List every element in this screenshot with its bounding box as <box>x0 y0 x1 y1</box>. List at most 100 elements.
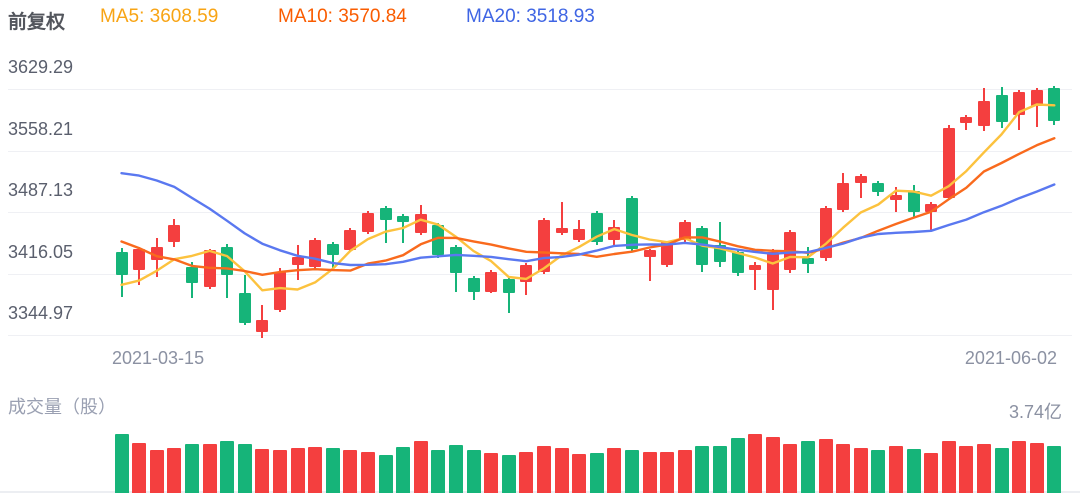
volume-bar[interactable] <box>748 434 763 493</box>
volume-bar[interactable] <box>906 449 921 493</box>
candle-body <box>819 207 832 258</box>
y-axis-price-label: 3629.29 <box>8 57 74 77</box>
volume-bar[interactable] <box>255 449 270 493</box>
candle-body <box>766 251 779 290</box>
candle-body <box>326 244 339 256</box>
volume-bar[interactable] <box>396 447 411 493</box>
candle-body <box>643 250 656 258</box>
candle-body <box>344 230 357 251</box>
candle-body <box>256 320 269 333</box>
volume-bar[interactable] <box>501 455 516 493</box>
volume-bar[interactable] <box>132 443 147 493</box>
price-gridline <box>8 89 1072 90</box>
candle-body <box>185 266 198 283</box>
price-gridline <box>8 150 1072 152</box>
volume-bar[interactable] <box>237 444 252 493</box>
y-axis-price-label: 3416.05 <box>8 241 74 262</box>
candle-body <box>889 194 902 200</box>
candle-body <box>801 258 814 265</box>
volume-bar[interactable] <box>572 454 587 493</box>
volume-bar[interactable] <box>1047 446 1062 493</box>
volume-bar[interactable] <box>1012 441 1027 493</box>
volume-bar[interactable] <box>607 448 622 493</box>
volume-bar[interactable] <box>783 444 798 493</box>
candle-body <box>608 226 621 240</box>
volume-bar[interactable] <box>220 441 235 493</box>
volume-bar[interactable] <box>484 453 499 493</box>
volume-bar[interactable] <box>589 453 604 493</box>
candle-body <box>309 239 322 267</box>
volume-bar[interactable] <box>448 445 463 493</box>
volume-bar[interactable] <box>360 452 375 493</box>
volume-bar[interactable] <box>818 439 833 493</box>
candle-body <box>467 277 480 292</box>
candle-body <box>749 264 762 271</box>
candle-body <box>977 101 990 127</box>
volume-bar[interactable] <box>536 446 551 493</box>
volume-bar[interactable] <box>853 448 868 493</box>
candle-body <box>115 251 128 276</box>
candle-body <box>995 95 1008 123</box>
volume-bar[interactable] <box>167 448 182 493</box>
volume-bar[interactable] <box>695 446 710 493</box>
volume-bar[interactable] <box>677 450 692 493</box>
volume-bar[interactable] <box>272 450 287 493</box>
volume-bar[interactable] <box>202 444 217 493</box>
volume-bar[interactable] <box>642 452 657 493</box>
candle-body <box>361 213 374 232</box>
volume-bar[interactable] <box>765 437 780 493</box>
volume-bar[interactable] <box>466 450 481 493</box>
candle-body <box>449 246 462 273</box>
volume-bar[interactable] <box>888 446 903 493</box>
volume-bar[interactable] <box>184 444 199 493</box>
volume-bar[interactable] <box>413 441 428 493</box>
volume-bar[interactable] <box>924 453 939 493</box>
volume-bar[interactable] <box>1029 443 1044 493</box>
candle-body <box>520 264 533 283</box>
volume-bar[interactable] <box>290 448 305 493</box>
candle-body <box>573 228 586 240</box>
volume-bar[interactable] <box>431 450 446 493</box>
y-axis-price-label: 3487.13 <box>8 180 74 200</box>
volume-bar[interactable] <box>871 450 886 493</box>
volume-bar[interactable] <box>308 447 323 493</box>
volume-bar[interactable] <box>554 448 569 493</box>
candle-body <box>203 250 216 288</box>
volume-bar[interactable] <box>941 441 956 493</box>
candle-body <box>502 278 515 294</box>
volume-bar[interactable] <box>800 441 815 493</box>
candle-body <box>221 246 234 276</box>
candle-body <box>379 207 392 220</box>
volume-bar[interactable] <box>730 438 745 493</box>
volume-bar[interactable] <box>378 455 393 493</box>
volume-bar[interactable] <box>343 450 358 493</box>
volume-bar[interactable] <box>959 446 974 493</box>
volume-bar[interactable] <box>712 446 727 493</box>
volume-latest-value: 3.74亿 <box>1008 402 1062 422</box>
candle-body <box>661 242 674 265</box>
candle-body <box>485 271 498 292</box>
candle-body <box>133 249 146 271</box>
volume-bar[interactable] <box>624 450 639 493</box>
candle-body <box>291 257 304 265</box>
candle-body <box>1030 90 1043 107</box>
volume-bar[interactable] <box>994 448 1009 493</box>
candle-body <box>432 225 445 256</box>
volume-bar[interactable] <box>660 452 675 493</box>
price-gridline <box>8 335 1072 336</box>
candle-body <box>555 227 568 233</box>
x-axis-end-date: 2021-06-02 <box>964 348 1057 368</box>
y-axis-price-label: 3558.21 <box>8 118 74 139</box>
candle-body <box>942 128 955 199</box>
candle-body <box>837 182 850 211</box>
volume-bar[interactable] <box>836 444 851 493</box>
volume-bar[interactable] <box>976 444 991 493</box>
y-axis-price-label: 3344.97 <box>8 303 74 323</box>
volume-bar[interactable] <box>149 450 164 493</box>
volume-bar[interactable] <box>325 448 340 493</box>
volume-bar[interactable] <box>114 434 129 493</box>
candle-body <box>854 175 867 183</box>
price-adjust-mode-selector[interactable]: 前复权 <box>8 12 66 33</box>
volume-bar[interactable] <box>519 452 534 493</box>
